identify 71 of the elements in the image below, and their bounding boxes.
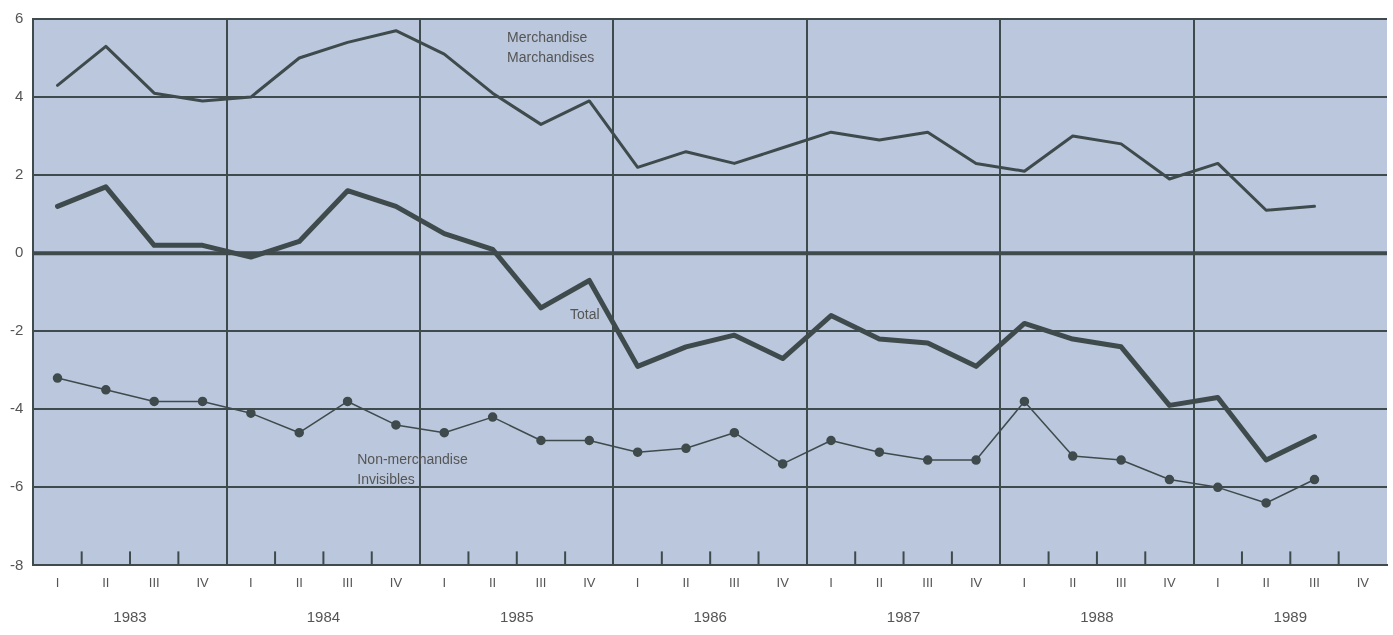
x-tick-label: II bbox=[489, 574, 497, 590]
x-tick-label: IV bbox=[776, 574, 790, 590]
x-tick-label: I bbox=[1215, 574, 1220, 590]
x-tick-label: III bbox=[535, 574, 547, 590]
x-tick-label: II bbox=[1069, 574, 1077, 590]
x-tick-label: I bbox=[442, 574, 447, 590]
point bbox=[52, 373, 63, 383]
text: 1988 bbox=[1080, 607, 1114, 625]
point bbox=[681, 443, 691, 454]
x-tick-label: I bbox=[249, 574, 253, 590]
point bbox=[536, 435, 546, 446]
point bbox=[1116, 455, 1126, 465]
text: 1986 bbox=[693, 607, 727, 625]
text: 1985 bbox=[500, 607, 534, 625]
y-tick-label: 0 bbox=[14, 243, 24, 261]
y-tick-label: 6 bbox=[14, 9, 24, 27]
x-tick-label: I bbox=[635, 574, 640, 590]
x-tick-label: II bbox=[682, 574, 690, 590]
point bbox=[1261, 498, 1271, 508]
y-tick-label: -4 bbox=[9, 399, 24, 417]
point bbox=[1164, 474, 1175, 485]
point bbox=[1019, 396, 1030, 407]
x-tick-label: IV bbox=[969, 574, 983, 590]
x-tick-label: II bbox=[295, 574, 303, 590]
point bbox=[874, 447, 885, 457]
text: Merchandise Marchandises bbox=[507, 29, 595, 66]
point bbox=[922, 455, 933, 465]
x-tick-label: I bbox=[55, 574, 60, 590]
x-tick-label: IV bbox=[1163, 574, 1176, 590]
text: 1987 bbox=[886, 607, 921, 625]
point bbox=[149, 396, 159, 407]
point bbox=[632, 447, 643, 457]
point bbox=[729, 427, 740, 438]
x-tick-label: I bbox=[829, 574, 833, 590]
point bbox=[439, 427, 450, 438]
x-tick-label: IV bbox=[389, 574, 403, 590]
point bbox=[197, 396, 208, 407]
text: 1984 bbox=[306, 607, 341, 625]
x-tick-label: I bbox=[1022, 574, 1027, 590]
x-tick-label: III bbox=[728, 574, 740, 590]
x-tick-label: IV bbox=[1356, 574, 1370, 590]
y-tick-label: 2 bbox=[14, 165, 24, 183]
text: 1989 bbox=[1273, 607, 1307, 625]
x-tick-label: II bbox=[1262, 574, 1270, 590]
point bbox=[826, 435, 836, 446]
x-tick-label: III bbox=[148, 574, 160, 590]
x-tick-label: III bbox=[922, 574, 934, 590]
y-tick-label: 4 bbox=[14, 87, 24, 105]
point bbox=[487, 412, 498, 422]
point bbox=[101, 385, 111, 395]
point bbox=[777, 459, 788, 469]
point bbox=[1309, 474, 1320, 485]
series-label: Total bbox=[569, 306, 600, 323]
x-tick-label: III bbox=[342, 574, 353, 590]
x-tick-label: IV bbox=[583, 574, 596, 590]
x-tick-label: III bbox=[1309, 574, 1320, 590]
x-tick-label: III bbox=[1115, 574, 1127, 590]
point bbox=[391, 420, 401, 430]
x-tick-label: II bbox=[875, 574, 883, 590]
point bbox=[1213, 482, 1223, 493]
point bbox=[584, 435, 595, 446]
point bbox=[294, 427, 304, 438]
x-tick-label: II bbox=[102, 574, 110, 590]
y-tick-label: -6 bbox=[9, 477, 24, 495]
y-tick-label: -2 bbox=[9, 321, 24, 339]
point bbox=[342, 396, 353, 407]
y-tick-label: -8 bbox=[9, 555, 24, 573]
x-tick-label: IV bbox=[196, 574, 210, 590]
point bbox=[1068, 451, 1078, 461]
text: 1983 bbox=[113, 607, 147, 625]
point bbox=[971, 455, 981, 465]
